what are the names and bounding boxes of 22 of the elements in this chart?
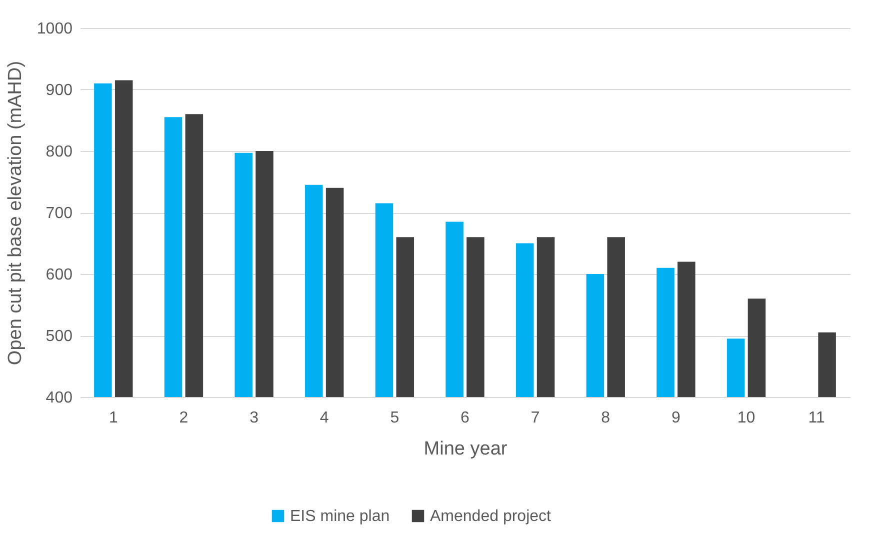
legend-label: EIS mine plan	[290, 508, 390, 525]
x-axis-title: Mine year	[424, 438, 508, 460]
x-tick-label: 1	[108, 410, 118, 426]
x-tick-label: 9	[672, 410, 681, 426]
x-tick-label: 2	[179, 410, 188, 426]
x-tick-label: 10	[737, 410, 756, 426]
x-tick-label: 8	[601, 410, 610, 426]
y-tick-label: 500	[46, 328, 73, 345]
x-tick-label: 3	[250, 410, 259, 426]
y-tick-label: 800	[46, 144, 73, 160]
x-tick-label: 4	[320, 410, 329, 426]
legend-label: Amended project	[430, 508, 552, 525]
x-tick-label: 7	[530, 410, 540, 426]
y-tick-label: 600	[46, 266, 73, 284]
x-tick-label: 11	[808, 410, 826, 426]
y-tick-label: 400	[46, 390, 73, 406]
x-tick-label: 6	[460, 410, 470, 426]
y-tick-label: 900	[46, 82, 73, 99]
y-axis-title: Open cut pit base elevation (mAHD)	[4, 60, 26, 366]
y-tick-label: 700	[46, 205, 73, 222]
x-tick-label: 5	[390, 410, 400, 426]
y-tick-label: 1000	[36, 20, 73, 38]
